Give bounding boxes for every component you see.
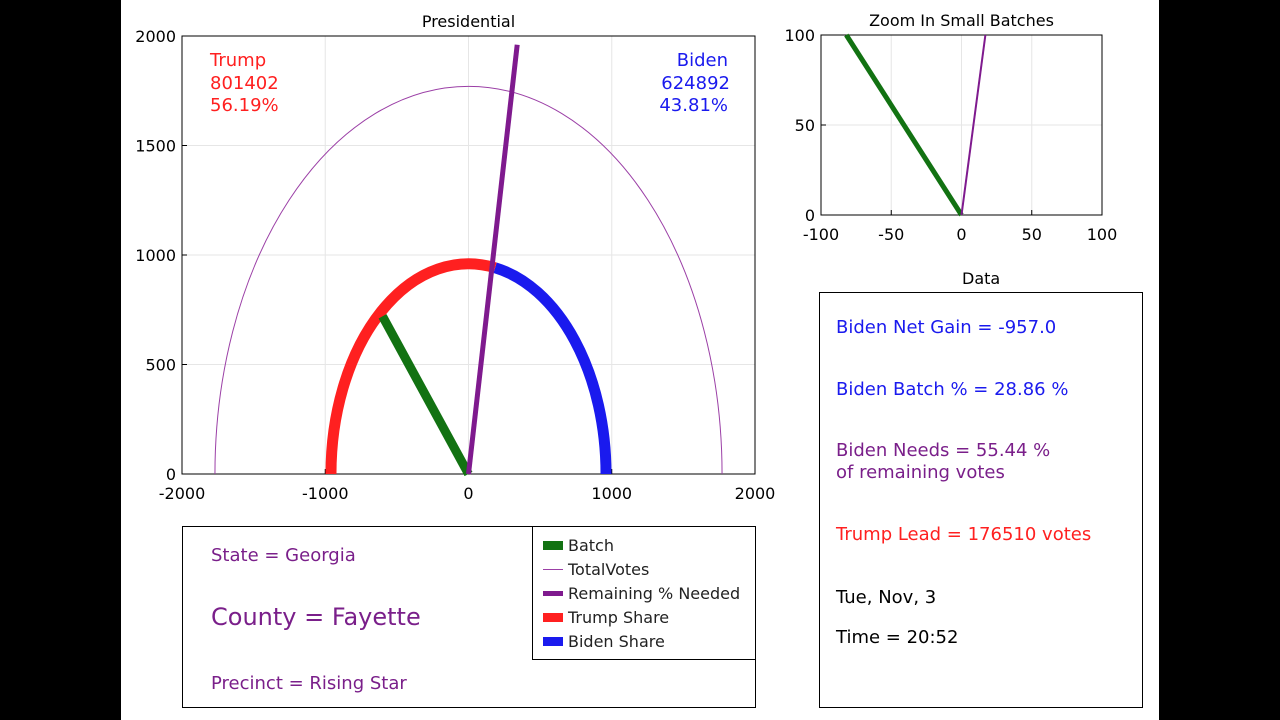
info-box: State = Georgia County = Fayette Precinc… bbox=[182, 526, 756, 708]
trump-name: Trump bbox=[209, 50, 266, 71]
precinct-label: Precinct = Rising Star bbox=[211, 673, 407, 694]
biden-needs: Biden Needs = 55.44 % of remaining votes bbox=[836, 440, 1051, 483]
legend-label: Remaining % Needed bbox=[568, 583, 741, 603]
main-y-tick-label: 500 bbox=[145, 356, 176, 375]
legend-item: Trump Share bbox=[543, 606, 669, 628]
legend-label: Trump Share bbox=[568, 607, 670, 627]
legend-label: TotalVotes bbox=[568, 559, 650, 579]
main-y-tick-label: 1500 bbox=[135, 137, 176, 156]
legend-item: Batch bbox=[543, 534, 614, 556]
time-label: Time = 20:52 bbox=[836, 627, 959, 648]
data-panel-title: Data bbox=[962, 269, 1001, 288]
biden-pct: 43.81% bbox=[659, 95, 728, 116]
main-x-tick-label: 0 bbox=[463, 484, 473, 503]
main-x-tick-label: -2000 bbox=[159, 484, 206, 503]
state-label: State = Georgia bbox=[211, 545, 356, 566]
trump-votes: 801402 bbox=[210, 73, 279, 94]
biden-batch-pct: Biden Batch % = 28.86 % bbox=[836, 379, 1069, 400]
remaining-needed-line bbox=[466, 44, 520, 475]
figure-panel: -2000 -1000 0 1000 2000 0 500 1000 1500 2000 Presi… bbox=[121, 0, 1159, 720]
legend-label: Batch bbox=[568, 535, 614, 555]
main-y-tick-label: 2000 bbox=[135, 27, 176, 46]
trump-share-arc bbox=[325, 258, 497, 475]
biden-votes: 624892 bbox=[661, 73, 730, 94]
legend-label: Biden Share bbox=[568, 631, 665, 651]
biden-net-gain: Biden Net Gain = -957.0 bbox=[836, 317, 1057, 338]
zoom-y-tick-label: 100 bbox=[784, 26, 815, 45]
legend-item: Remaining % Needed bbox=[543, 582, 740, 604]
zoom-x-tick-label: -100 bbox=[803, 225, 839, 244]
main-chart-title: Presidential bbox=[422, 12, 515, 31]
zoom-x-tick-label: 50 bbox=[1022, 225, 1042, 244]
zoom-x-tick-label: 100 bbox=[1087, 225, 1118, 244]
legend-swatch-biden bbox=[543, 636, 563, 646]
trump-pct: 56.19% bbox=[210, 95, 279, 116]
main-y-tick-label: 0 bbox=[166, 465, 176, 484]
legend-item: Biden Share bbox=[543, 630, 665, 652]
zoom-y-tick-label: 0 bbox=[805, 206, 815, 225]
zoom-x-tick-label: 0 bbox=[956, 225, 966, 244]
legend-swatch-trump bbox=[543, 612, 563, 622]
legend: Batch TotalVotes Remaining % Needed Trum… bbox=[532, 526, 756, 660]
zoom-batch-line bbox=[844, 33, 964, 217]
zoom-chart-title: Zoom In Small Batches bbox=[869, 11, 1054, 30]
data-panel: Biden Net Gain = -957.0 Biden Batch % = … bbox=[819, 292, 1143, 708]
county-label: County = Fayette bbox=[211, 603, 421, 631]
zoom-y-tick-label: 50 bbox=[795, 116, 815, 135]
main-x-tick-label: -1000 bbox=[302, 484, 349, 503]
legend-swatch-total bbox=[543, 568, 563, 570]
presidential-chart: -2000 -1000 0 1000 2000 0 500 1000 1500 2000 Presi… bbox=[135, 12, 776, 503]
trump-lead: Trump Lead = 176510 votes bbox=[836, 524, 1092, 545]
batch-line bbox=[378, 314, 473, 477]
zoom-chart: -100 -50 0 50 100 0 50 100 Zoom In Small Batches bbox=[784, 11, 1118, 244]
biden-share-arc bbox=[493, 262, 612, 475]
legend-item: TotalVotes bbox=[543, 558, 649, 580]
legend-swatch-remaining bbox=[543, 590, 563, 596]
main-y-tick-label: 1000 bbox=[135, 246, 176, 265]
main-x-tick-label: 2000 bbox=[735, 484, 776, 503]
date-label: Tue, Nov, 3 bbox=[836, 587, 937, 608]
main-x-tick-label: 1000 bbox=[591, 484, 632, 503]
legend-swatch-batch bbox=[543, 540, 563, 550]
zoom-x-tick-label: -50 bbox=[878, 225, 904, 244]
zoom-remaining-line bbox=[960, 34, 987, 216]
biden-name: Biden bbox=[677, 50, 728, 71]
